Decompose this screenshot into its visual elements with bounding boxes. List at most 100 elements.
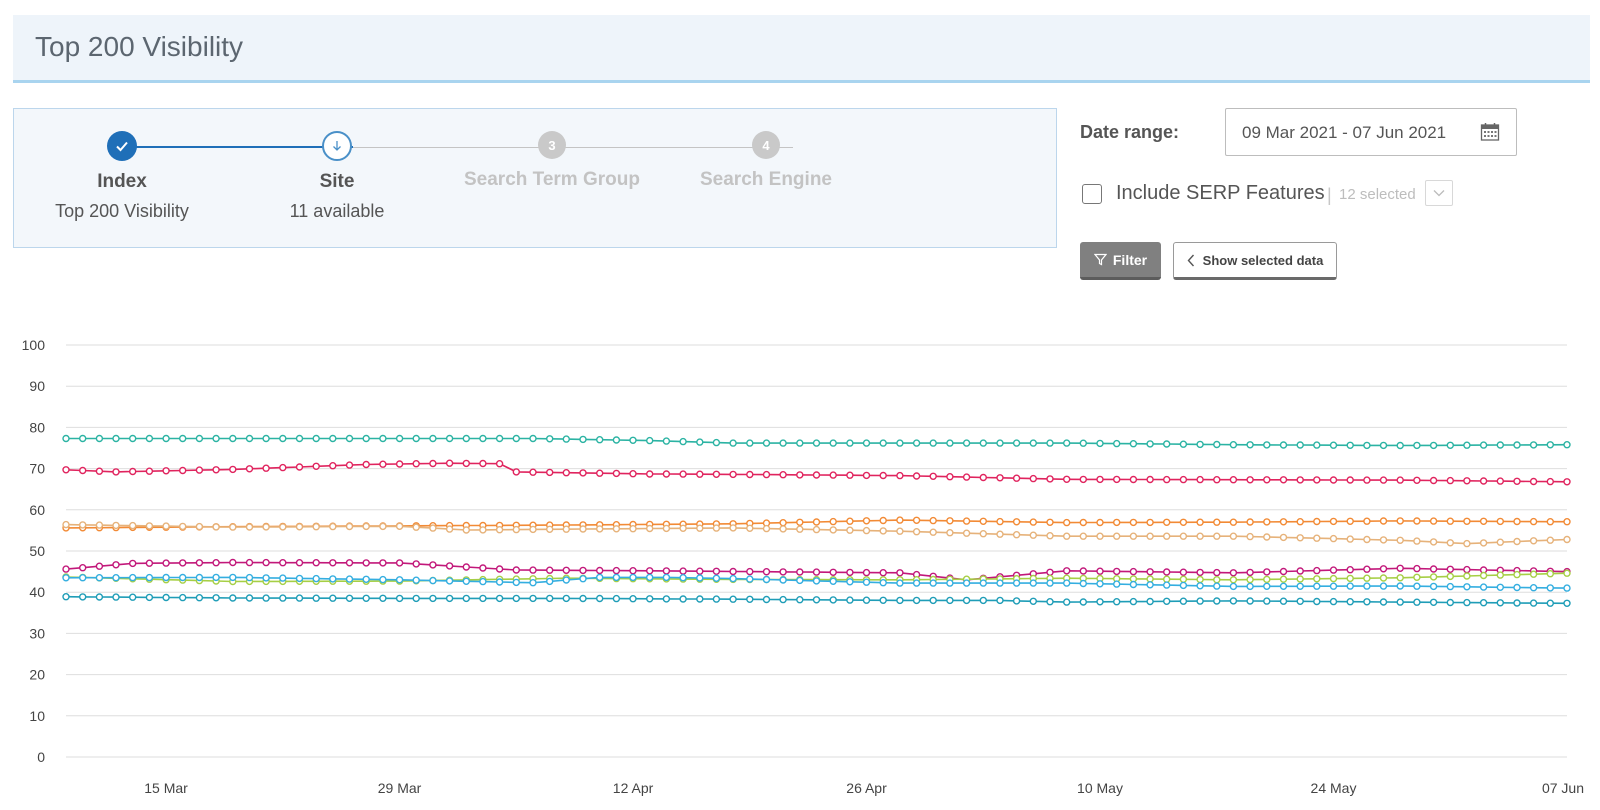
data-point[interactable] <box>1246 441 1254 449</box>
data-point[interactable] <box>946 439 954 447</box>
data-point[interactable] <box>1096 532 1104 540</box>
data-point[interactable] <box>629 573 637 582</box>
data-point[interactable] <box>912 472 921 480</box>
data-point[interactable] <box>1096 518 1104 527</box>
data-point[interactable] <box>1363 598 1371 606</box>
data-point[interactable] <box>429 459 437 468</box>
data-point[interactable] <box>1079 567 1088 575</box>
data-point[interactable] <box>329 522 337 531</box>
data-point[interactable] <box>1213 532 1221 540</box>
data-point[interactable] <box>562 576 570 584</box>
data-point[interactable] <box>1529 477 1538 486</box>
data-point[interactable] <box>679 595 687 603</box>
data-point[interactable] <box>779 518 787 527</box>
data-point[interactable] <box>546 577 554 586</box>
data-point[interactable] <box>1279 597 1288 605</box>
data-point[interactable] <box>929 528 937 536</box>
data-point[interactable] <box>829 517 837 526</box>
data-point[interactable] <box>1513 599 1521 607</box>
data-point[interactable] <box>996 517 1004 526</box>
data-point[interactable] <box>562 468 570 477</box>
data-point[interactable] <box>1079 532 1088 540</box>
data-point[interactable] <box>1429 565 1438 573</box>
data-point[interactable] <box>512 566 520 574</box>
data-point[interactable] <box>1313 582 1321 590</box>
data-point[interactable] <box>1196 582 1204 590</box>
data-point[interactable] <box>1162 581 1171 589</box>
data-point[interactable] <box>312 522 320 531</box>
data-point[interactable] <box>1313 566 1321 575</box>
data-point[interactable] <box>646 567 654 575</box>
serp-features-checkbox[interactable] <box>1082 184 1102 204</box>
data-point[interactable] <box>1263 575 1271 584</box>
data-point[interactable] <box>1179 475 1188 484</box>
data-point[interactable] <box>529 525 537 534</box>
data-point[interactable] <box>212 558 220 567</box>
data-point[interactable] <box>1229 582 1238 591</box>
data-point[interactable] <box>1313 517 1321 526</box>
data-point[interactable] <box>529 566 537 574</box>
data-point[interactable] <box>729 567 737 576</box>
data-point[interactable] <box>746 439 754 447</box>
data-point[interactable] <box>1196 440 1204 449</box>
data-point[interactable] <box>1496 599 1505 607</box>
data-point[interactable] <box>662 567 671 575</box>
filter-button[interactable]: Filter <box>1080 242 1161 280</box>
data-point[interactable] <box>429 561 437 569</box>
data-point[interactable] <box>1246 476 1254 484</box>
data-point[interactable] <box>1546 517 1555 526</box>
data-point[interactable] <box>1146 440 1154 448</box>
data-point[interactable] <box>495 459 504 468</box>
data-point[interactable] <box>1129 597 1138 606</box>
data-point[interactable] <box>1546 441 1555 449</box>
data-point[interactable] <box>1429 573 1438 581</box>
data-point[interactable] <box>696 574 704 582</box>
data-point[interactable] <box>1446 517 1455 525</box>
data-point[interactable] <box>362 434 370 443</box>
data-point[interactable] <box>546 566 554 574</box>
data-point[interactable] <box>1379 517 1388 525</box>
data-point[interactable] <box>1196 532 1204 540</box>
data-point[interactable] <box>1479 571 1488 580</box>
data-point[interactable] <box>1029 597 1038 605</box>
data-point[interactable] <box>1129 532 1138 540</box>
data-point[interactable] <box>946 579 954 587</box>
data-point[interactable] <box>1546 569 1555 578</box>
data-point[interactable] <box>145 573 154 582</box>
data-point[interactable] <box>1346 476 1354 484</box>
data-point[interactable] <box>279 574 287 582</box>
data-point[interactable] <box>495 434 504 443</box>
data-point[interactable] <box>1513 477 1521 486</box>
data-point[interactable] <box>1329 476 1338 484</box>
data-point[interactable] <box>546 468 554 477</box>
data-point[interactable] <box>1396 517 1404 525</box>
data-point[interactable] <box>962 439 971 447</box>
data-point[interactable] <box>1112 598 1121 606</box>
data-point[interactable] <box>245 558 254 567</box>
data-point[interactable] <box>162 522 170 530</box>
data-point[interactable] <box>746 470 754 479</box>
data-point[interactable] <box>95 574 104 582</box>
data-point[interactable] <box>762 524 771 533</box>
data-point[interactable] <box>162 593 170 602</box>
data-point[interactable] <box>1112 580 1121 588</box>
data-point[interactable] <box>62 434 70 443</box>
data-point[interactable] <box>1046 568 1054 577</box>
data-point[interactable] <box>479 564 487 572</box>
data-point[interactable] <box>1146 532 1154 540</box>
data-point[interactable] <box>962 596 971 605</box>
data-point[interactable] <box>1396 582 1404 590</box>
data-point[interactable] <box>412 594 420 603</box>
data-point[interactable] <box>946 472 954 481</box>
data-point[interactable] <box>1062 439 1071 447</box>
data-point[interactable] <box>1179 597 1188 605</box>
data-point[interactable] <box>796 596 804 604</box>
data-point[interactable] <box>95 521 104 529</box>
data-point[interactable] <box>612 594 621 603</box>
data-point[interactable] <box>429 434 437 443</box>
data-point[interactable] <box>946 596 954 605</box>
data-point[interactable] <box>379 522 387 531</box>
data-point[interactable] <box>1446 539 1455 547</box>
data-point[interactable] <box>112 521 120 530</box>
data-point[interactable] <box>662 524 671 533</box>
